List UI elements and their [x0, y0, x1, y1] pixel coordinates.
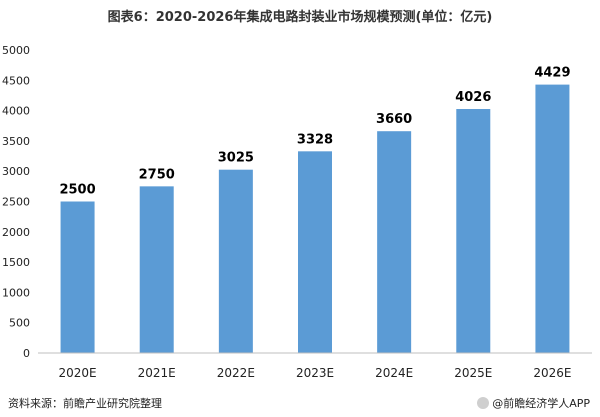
bar — [218, 169, 253, 353]
bar-value-label: 4026 — [455, 90, 491, 105]
y-tick-label: 0 — [23, 347, 30, 360]
y-tick-label: 1500 — [2, 256, 30, 269]
qianzhan-logo-icon — [477, 397, 490, 409]
bars — [60, 84, 570, 353]
bar-value-label: 2750 — [139, 167, 175, 182]
chart-title: 图表6：2020-2026年集成电路封装业市场规模预测(单位：亿元) — [107, 10, 493, 25]
y-tick-label: 2500 — [2, 196, 30, 209]
y-tick-label: 1000 — [2, 286, 30, 299]
bar-value-labels: 2500 2750 3025 3328 3660 4026 4429 — [59, 66, 570, 198]
x-tick-label: 2021E — [138, 366, 176, 380]
x-tick-label: 2024E — [375, 366, 413, 380]
x-tick-label: 2022E — [217, 366, 255, 380]
y-tick-label: 4000 — [2, 105, 30, 118]
bar — [60, 201, 95, 353]
bar — [298, 151, 332, 353]
credit-label: @前瞻经济学人APP — [492, 397, 590, 410]
bar — [377, 131, 412, 353]
y-tick-label: 3500 — [2, 135, 30, 148]
y-tick-label: 5000 — [2, 44, 30, 57]
bar — [139, 186, 174, 353]
bar-value-label: 3025 — [218, 151, 254, 166]
bar-value-label: 3328 — [297, 132, 333, 147]
x-axis-tick-labels: 2020E 2021E 2022E 2023E 2024E 2025E 2026E — [59, 366, 572, 380]
y-tick-label: 500 — [9, 317, 30, 330]
bar — [535, 84, 570, 353]
source-note: 资料来源：前瞻产业研究院整理 — [8, 397, 162, 410]
bar-value-label: 3660 — [376, 112, 412, 127]
y-axis-tick-labels: 0 500 1000 1500 2000 2500 3000 3500 4000 4500 5000 — [2, 44, 30, 360]
bar — [456, 109, 491, 353]
x-tick-label: 2020E — [59, 366, 97, 380]
y-tick-label: 2000 — [2, 226, 30, 239]
bar-value-label: 2500 — [59, 183, 95, 198]
x-tick-label: 2025E — [454, 366, 492, 380]
y-tick-label: 4500 — [2, 74, 30, 87]
y-tick-label: 3000 — [2, 165, 30, 178]
bar-value-label: 4429 — [534, 66, 570, 81]
x-tick-label: 2026E — [533, 366, 571, 380]
credit-note: @前瞻经济学人APP — [477, 395, 590, 411]
x-tick-label: 2023E — [296, 366, 334, 380]
